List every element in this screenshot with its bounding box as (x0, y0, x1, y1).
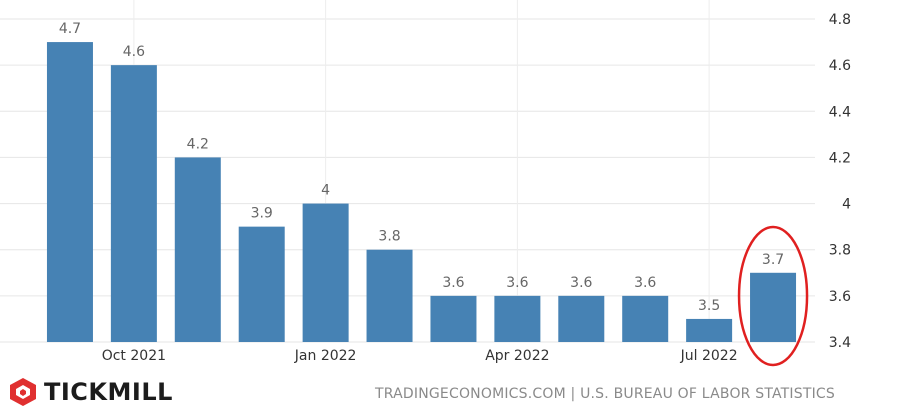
tickmill-logo: TICKMILL (8, 376, 173, 408)
y-tick-label: 3.8 (829, 243, 851, 259)
bar (622, 295, 669, 342)
source-credit: TRADINGECONOMICS.COM | U.S. BUREAU OF LA… (375, 386, 835, 402)
x-tick-label: Apr 2022 (485, 348, 549, 364)
x-tick-label: Jan 2022 (294, 348, 357, 364)
y-tick-label: 4.6 (829, 58, 851, 74)
value-labels: 4.7 4.6 4.2 3.9 4 3.8 3.6 3.6 3.6 3.6 3.5 3.7 (59, 21, 784, 314)
bar (110, 65, 157, 343)
bar-value-label: 4 (321, 183, 330, 199)
bar (686, 318, 733, 342)
y-axis-ticks: 3.4 3.6 3.8 4 4.2 4.4 4.6 4.8 (829, 12, 851, 351)
bars (46, 42, 797, 343)
bar (494, 295, 541, 342)
bar-value-label: 3.5 (698, 298, 720, 314)
bar (750, 272, 797, 342)
bar (46, 42, 93, 342)
bar-value-label: 3.6 (442, 275, 464, 291)
tickmill-logo-text: TICKMILL (44, 378, 173, 406)
bar (366, 249, 413, 342)
x-tick-label: Oct 2021 (102, 348, 166, 364)
y-tick-label: 3.4 (829, 335, 851, 351)
tickmill-logo-icon (10, 378, 36, 406)
highlight-ellipse (737, 225, 809, 367)
y-tick-label: 4.2 (829, 150, 851, 166)
bar (302, 203, 349, 342)
y-tick-label: 4.4 (829, 104, 851, 120)
bar-value-label: 3.6 (634, 275, 656, 291)
y-tick-label: 4.8 (829, 12, 851, 28)
bar-value-label: 3.6 (570, 275, 592, 291)
highlight-group (737, 225, 809, 367)
y-tick-label: 3.6 (829, 289, 851, 305)
bar-value-label: 4.7 (59, 21, 81, 37)
bar-value-label: 4.2 (187, 136, 209, 152)
bar (174, 157, 221, 342)
y-tick-label: 4 (842, 197, 851, 213)
bar (238, 226, 285, 342)
bar-value-label: 3.9 (251, 206, 273, 222)
bar-value-label: 4.6 (123, 44, 145, 60)
bar (430, 295, 477, 342)
x-tick-label: Jul 2022 (680, 348, 738, 364)
x-axis-ticks: Oct 2021 Jan 2022 Apr 2022 Jul 2022 (102, 348, 738, 364)
bar-value-label: 3.6 (506, 275, 528, 291)
bar (558, 295, 605, 342)
bar-value-label: 3.8 (378, 229, 400, 245)
bar-value-label: 3.7 (762, 252, 784, 268)
